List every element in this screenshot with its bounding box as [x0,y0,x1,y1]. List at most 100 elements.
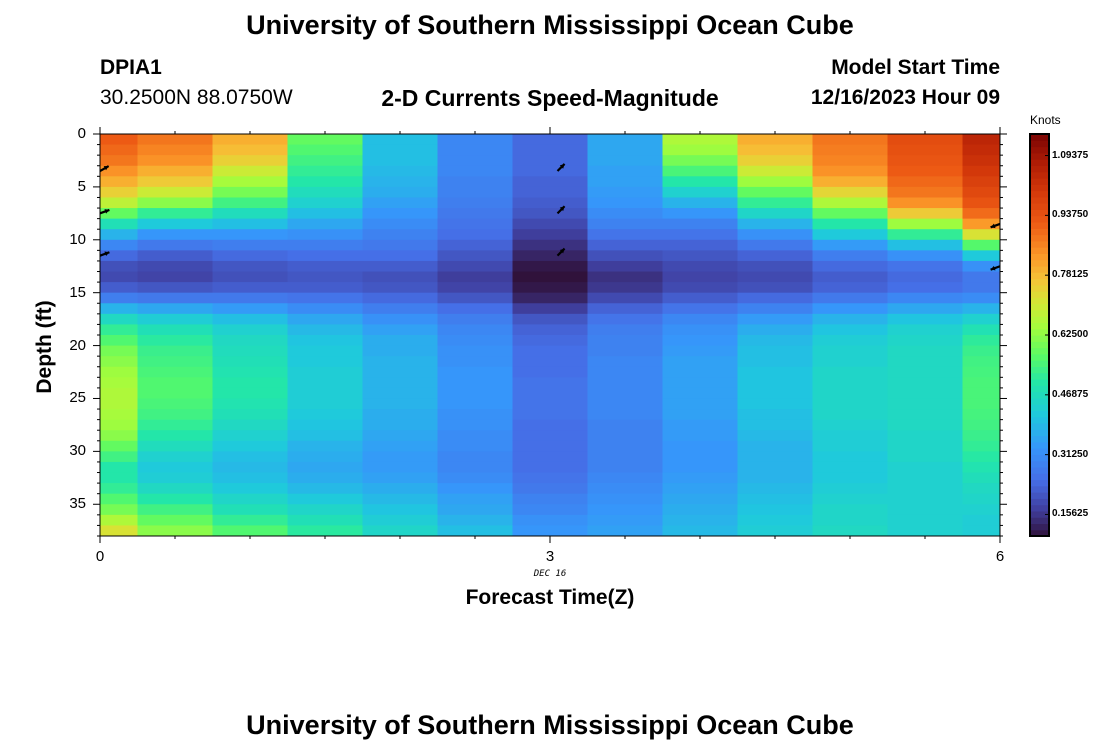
heatmap-cell [137,260,213,273]
heatmap-cell [587,356,663,368]
heatmap-cell [737,250,813,262]
heatmap-cell [962,271,1000,283]
heatmap-cell [137,461,213,474]
colorbar-segment [1030,259,1049,267]
heatmap-cell [962,387,1000,399]
colorbar-segment [1030,140,1049,148]
heatmap-cell [137,525,213,537]
heatmap-cell [287,250,363,262]
heatmap-cell [287,387,363,399]
colorbar-segment [1030,517,1049,525]
heatmap-cell [137,430,213,442]
colorbar-segment [1030,284,1049,292]
heatmap-cell [437,303,513,315]
heatmap-cell [100,451,138,463]
heatmap-cell [512,493,588,505]
colorbar-segment [1030,366,1049,374]
y-tick-label: 10 [69,230,86,248]
heatmap-cell [737,208,813,220]
heatmap-cell [100,176,138,188]
heatmap-cell [737,461,813,474]
heatmap-cell [962,282,1000,294]
heatmap-cell [437,451,513,463]
heatmap-cell [662,335,738,347]
heatmap-cell [287,282,363,294]
heatmap-cell [587,398,663,410]
heatmap-cell [587,440,663,452]
heatmap-cell [137,387,213,399]
heatmap-cell [362,398,438,410]
heatmap-cell [287,229,363,241]
colorbar-segment [1030,322,1049,330]
heatmap-cell [962,176,1000,188]
y-tick-label: 5 [77,177,86,195]
heatmap-cell [287,292,363,304]
heatmap-cell [587,451,663,463]
heatmap-cell [587,430,663,442]
heatmap-cell [100,324,138,336]
heatmap-cell [887,155,963,167]
heatmap-cell [587,303,663,315]
heatmap-cell [437,208,513,220]
heatmap-cell [100,186,138,198]
heatmap-cell [512,144,588,156]
heatmap-cell [137,282,213,294]
heatmap-cell [437,430,513,442]
heatmap-cell [812,313,888,325]
heatmap-cell [137,504,213,516]
heatmap-cell [512,229,588,241]
colorbar-segment [1030,523,1049,531]
heatmap-cell [437,335,513,347]
colorbar-segment [1030,159,1049,167]
heatmap-cell [737,186,813,198]
heatmap-cell [212,218,288,230]
heatmap-cell [662,260,738,273]
heatmap-cell [100,366,138,378]
heatmap-cell [100,472,138,484]
heatmap-cell [812,387,888,399]
y-tick-label: 0 [77,125,86,142]
heatmap-cell [287,155,363,167]
heatmap-cell [512,250,588,262]
station-id: DPIA1 [100,56,162,79]
heatmap-cell [362,313,438,325]
heatmap-cell [887,345,963,357]
heatmap-cell [137,398,213,410]
heatmap-cell [212,356,288,368]
heatmap-cell [662,377,738,389]
heatmap-cell [212,493,288,505]
heatmap-cell [437,514,513,526]
heatmap-cell [100,409,138,421]
heatmap-cell [512,525,588,537]
station-coordinates: 30.2500N 88.0750W [100,86,293,109]
heatmap-cell [662,313,738,325]
colorbar-segment [1030,184,1049,192]
heatmap-cell [812,514,888,526]
heatmap-cell [587,239,663,251]
colorbar-segment [1030,441,1049,449]
heatmap-cell [737,292,813,304]
heatmap-cell [737,134,813,146]
heatmap-cell [512,398,588,410]
heatmap-cell [737,165,813,177]
colorbar-segment [1030,473,1049,481]
heatmap-cell [887,292,963,304]
heatmap-cell [100,461,138,474]
heatmap-cell [137,356,213,368]
heatmap-cell [512,239,588,251]
heatmap-cell [887,377,963,389]
heatmap-cell [287,461,363,474]
y-tick-label: 30 [69,442,86,460]
heatmap-cell [662,155,738,167]
heatmap-cell [962,345,1000,357]
heatmap-cell [437,409,513,421]
heatmap-cell [887,218,963,230]
heatmap-cell [512,345,588,357]
heatmap-cell [212,483,288,495]
heatmap-cell [812,165,888,177]
model-start-label: Model Start Time [831,56,1000,79]
heatmap-cell [887,398,963,410]
heatmap-cell [437,144,513,156]
heatmap-cell [362,324,438,336]
